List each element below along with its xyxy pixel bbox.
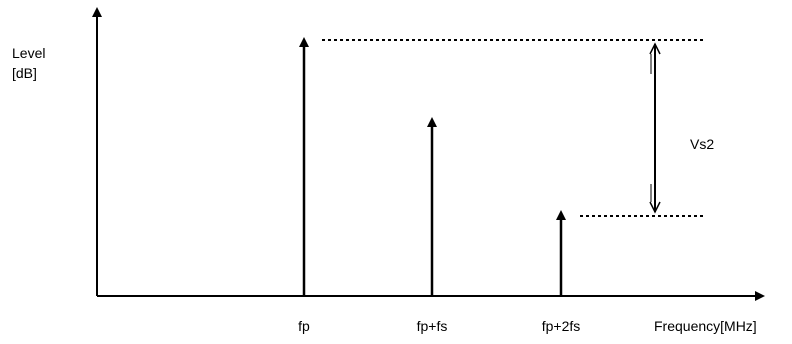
x-axis-label: Frequency[MHz] <box>654 318 757 334</box>
measurement-label: Vs2 <box>690 136 714 152</box>
spectral-label-fp-plus-fs: fp+fs <box>417 318 448 334</box>
spectral-label-fp: fp <box>298 318 310 334</box>
y-axis-label-line2: [dB] <box>12 65 37 81</box>
y-axis-label-line1: Level <box>12 45 45 61</box>
measurement-arrow-bottom <box>649 201 661 214</box>
spectral-label-fp-plus-2fs: fp+2fs <box>542 318 581 334</box>
measurement-arrow-top <box>649 42 661 55</box>
